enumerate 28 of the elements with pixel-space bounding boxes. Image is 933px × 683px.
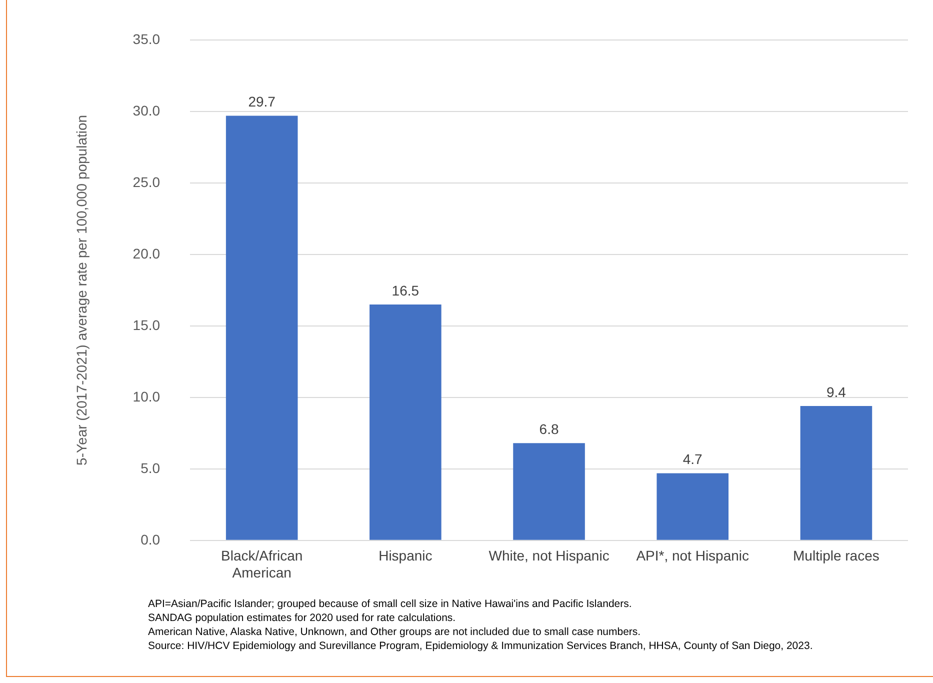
y-axis-title: 5-Year (2017-2021) average rate per 100,000 population xyxy=(73,114,90,466)
bar xyxy=(513,443,585,540)
y-tick-label: 25.0 xyxy=(132,174,160,190)
data-label: 4.7 xyxy=(682,451,703,468)
data-label: 9.4 xyxy=(826,384,846,400)
bar xyxy=(800,406,872,540)
x-tick-label: Black/African American xyxy=(220,548,303,580)
x-tick-label: Multiple races xyxy=(793,548,880,564)
text: SANDAG population estimates for 2020 used for rate calculations. xyxy=(148,611,457,625)
y-tick-label: 35.0 xyxy=(132,30,160,47)
bar xyxy=(370,304,442,540)
data-label: 6.8 xyxy=(539,421,559,438)
data-label: 16.5 xyxy=(392,282,420,298)
x-tick-label: White, not Hispanic xyxy=(488,548,610,564)
text: API=Asian/Pacific Islander; grouped because of small cell size in Native Hawai'ins and Pacific Islanders. xyxy=(148,597,633,611)
y-tick-label: 30.0 xyxy=(132,102,160,118)
x-tick-label: API*, not Hispanic xyxy=(636,548,750,564)
source-note: Source: HIV/HCV Epidemiology and Surevillance Program, Epidemiology & Immunization Services Branch, HHSA, County of San Diego, 2023. xyxy=(148,639,813,653)
y-tick-label: 5.0 xyxy=(140,460,160,476)
y-tick-label: 20.0 xyxy=(132,245,160,262)
bar xyxy=(656,473,729,540)
bar xyxy=(226,116,298,540)
y-tick-label: 0.0 xyxy=(140,531,160,548)
y-tick-label: 15.0 xyxy=(132,316,160,333)
text: American Native, Alaska Native, Unknown, and Other groups are not included due to small case numbers. xyxy=(148,625,642,639)
x-tick-label: Hispanic xyxy=(378,548,432,564)
y-tick-label: 10.0 xyxy=(132,388,160,404)
data-label: 29.7 xyxy=(248,94,276,110)
